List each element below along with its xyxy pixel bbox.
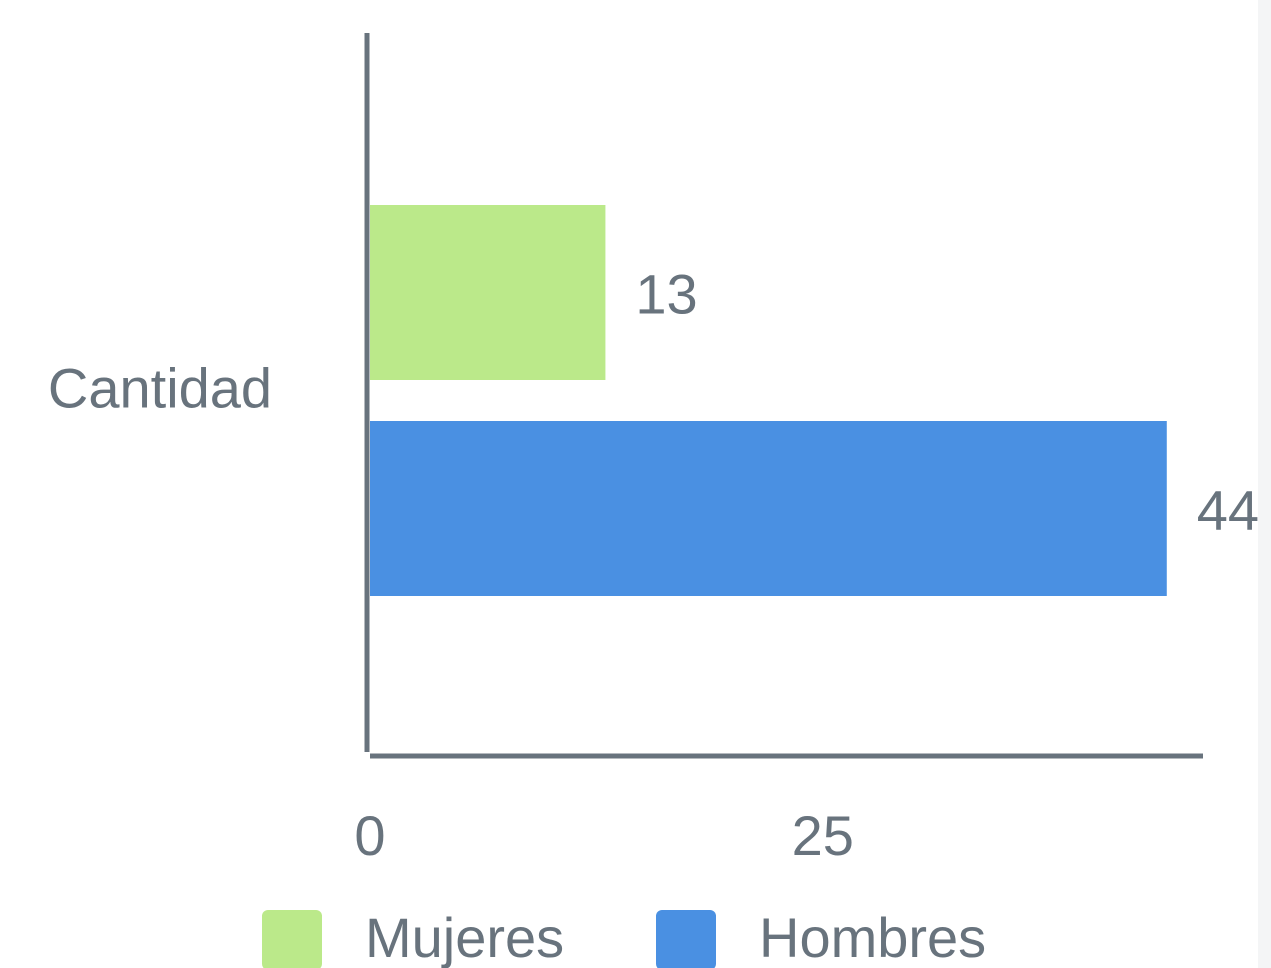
value-label: 13 — [635, 262, 697, 325]
x-tick-label: 25 — [792, 804, 854, 867]
category-label: Cantidad — [48, 356, 272, 419]
bar — [370, 205, 606, 380]
value-label: 44 — [1197, 478, 1259, 541]
legend-label: Hombres — [759, 906, 986, 968]
legend-swatch — [656, 910, 716, 968]
legend-label: Mujeres — [365, 906, 564, 968]
legend-swatch — [262, 910, 322, 968]
side-strip — [1258, 0, 1271, 968]
x-tick-label: 0 — [354, 804, 385, 867]
bar — [370, 421, 1167, 596]
